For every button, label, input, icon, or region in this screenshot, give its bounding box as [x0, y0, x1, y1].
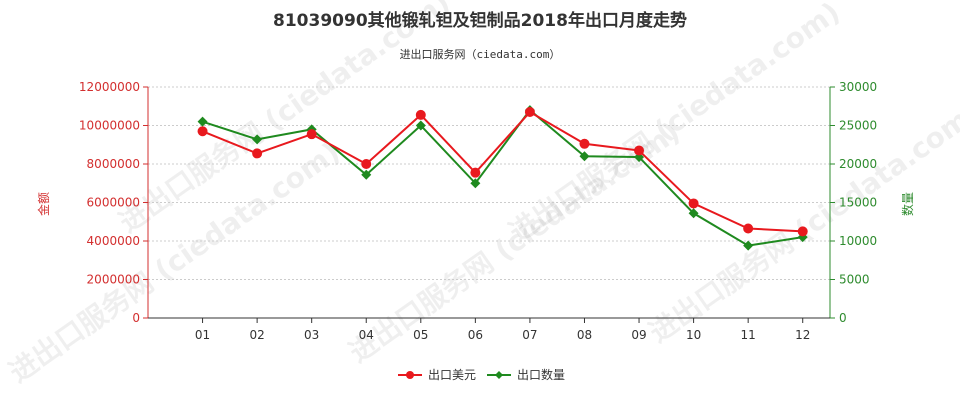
chart-title: 81039090其他锻轧钽及钽制品2018年出口月度走势 — [273, 10, 687, 31]
legend-item-amount: 出口美元 — [398, 368, 476, 382]
data-point — [361, 159, 372, 169]
data-point — [524, 107, 535, 118]
data-point — [197, 116, 208, 127]
y-tick-label: 2000000 — [87, 273, 140, 287]
data-point — [197, 126, 208, 137]
series-line — [202, 108, 803, 247]
data-point — [688, 208, 699, 219]
data-point — [415, 109, 426, 120]
data-point — [252, 148, 263, 159]
data-point — [579, 151, 590, 162]
x-tick-label: 10 — [686, 328, 701, 342]
x-tick-label: 01 — [195, 328, 210, 342]
data-point — [470, 178, 481, 189]
legend-item-quantity: 出口数量 — [487, 367, 565, 382]
x-tick-label: 12 — [795, 328, 810, 342]
data-point — [797, 226, 808, 237]
legend-marker — [495, 371, 503, 379]
y-tick-label: 0 — [132, 311, 140, 325]
y-tick-label: 10000000 — [79, 119, 140, 133]
y2-tick-label: 15000 — [839, 196, 877, 210]
legend-label: 出口美元 — [428, 368, 476, 382]
x-tick-label: 08 — [577, 328, 592, 342]
legend: 出口美元 出口数量 — [398, 367, 565, 382]
x-tick-label: 03 — [304, 328, 319, 342]
data-point — [743, 240, 754, 251]
y2-tick-label: 30000 — [839, 80, 877, 94]
data-point — [634, 145, 645, 156]
x-tick-label: 09 — [631, 328, 646, 342]
x-tick-label: 11 — [741, 328, 756, 342]
gridlines — [148, 86, 830, 280]
data-point — [470, 167, 481, 178]
legend-label: 出口数量 — [517, 367, 565, 382]
x-tick-label: 05 — [413, 328, 428, 342]
y2-tick-label: 25000 — [839, 119, 877, 133]
data-point — [688, 198, 699, 209]
x-tick-label: 06 — [468, 328, 483, 342]
series-line — [202, 110, 803, 233]
data-point — [415, 120, 426, 131]
x-tick-label: 07 — [522, 328, 537, 342]
data-point — [252, 134, 263, 145]
series-layer — [197, 105, 808, 251]
y-tick-label: 8000000 — [87, 157, 140, 171]
legend-marker — [406, 371, 414, 379]
x-tick-label: 04 — [359, 328, 374, 342]
chart-subtitle: 进出口服务网（ciedata.com） — [400, 47, 561, 61]
data-point — [361, 169, 372, 180]
y2-axis-label: 数量 — [900, 192, 915, 216]
data-point — [306, 129, 317, 140]
y2-tick-label: 10000 — [839, 234, 877, 248]
y-tick-label: 6000000 — [87, 196, 140, 210]
series-amount — [197, 107, 808, 237]
y-tick-label: 4000000 — [87, 234, 140, 248]
data-point — [579, 138, 590, 149]
y-tick-label: 12000000 — [79, 80, 140, 94]
y2-tick-label: 5000 — [839, 273, 870, 287]
watermark-text: 进出口服务网 (ciedata.com) — [503, 0, 846, 249]
data-point — [743, 223, 754, 234]
x-tick-label: 02 — [249, 328, 264, 342]
y2-tick-label: 0 — [839, 311, 847, 325]
axes: 0200000040000006000000800000010000000120… — [79, 80, 877, 342]
watermark-text: 进出口服务网 (ciedata.com) — [643, 95, 960, 349]
y2-tick-label: 20000 — [839, 157, 877, 171]
y-axis-label: 金额 — [36, 192, 51, 216]
